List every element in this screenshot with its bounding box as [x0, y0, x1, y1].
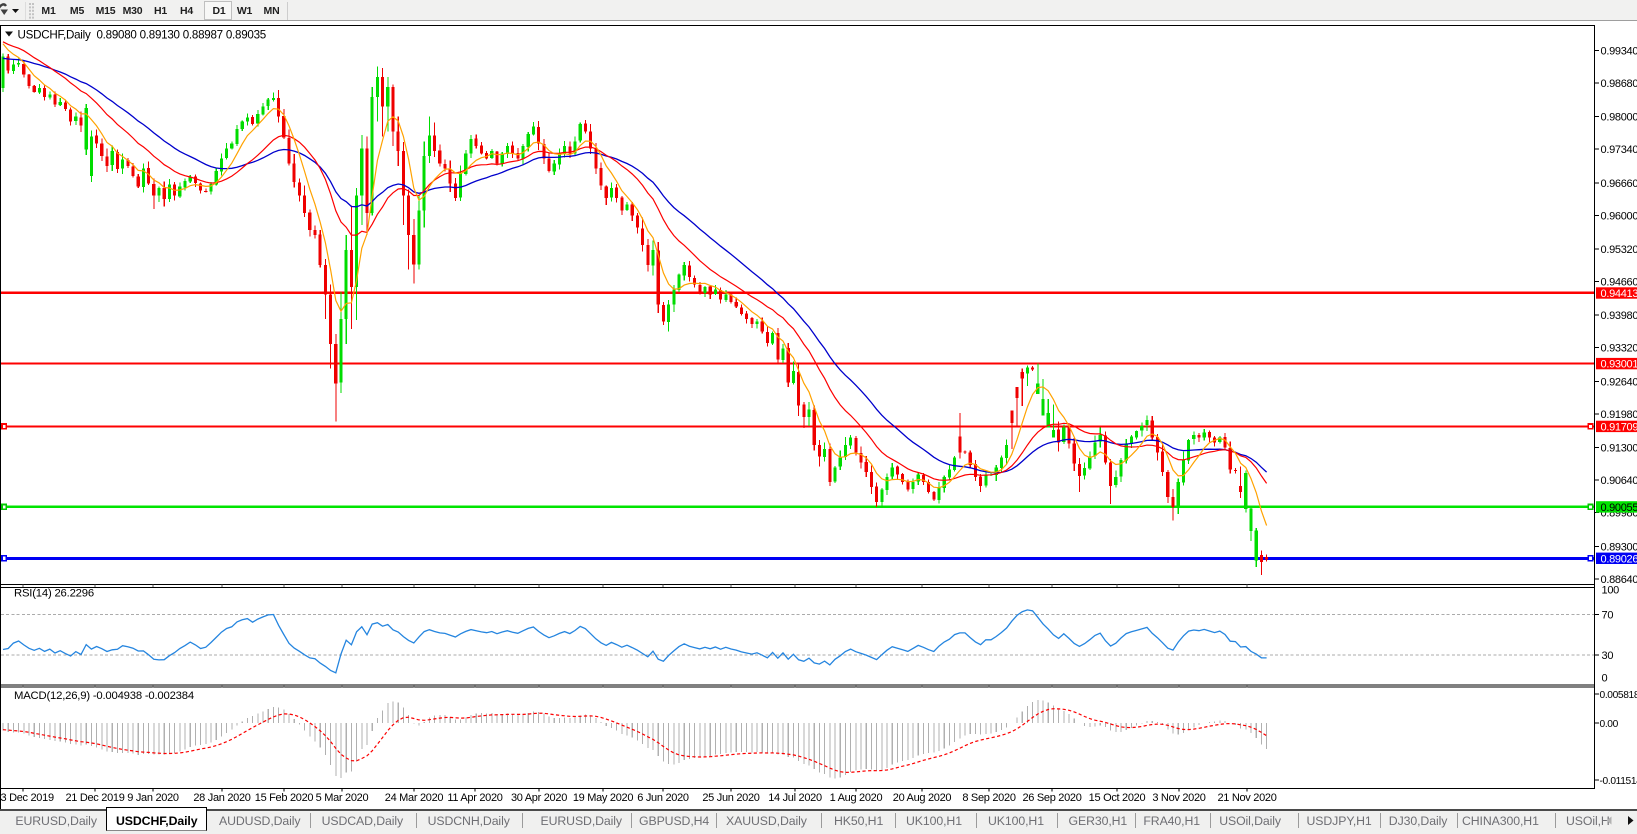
svg-text:0.005818: 0.005818: [1600, 690, 1637, 701]
svg-text:3 Nov 2020: 3 Nov 2020: [1152, 792, 1205, 804]
svg-text:0.90055: 0.90055: [1601, 502, 1637, 514]
svg-text:15 Oct 2020: 15 Oct 2020: [1089, 792, 1146, 804]
svg-text:0.94413: 0.94413: [1601, 288, 1637, 300]
svg-text:0.95320: 0.95320: [1601, 244, 1637, 256]
svg-text:0.00: 0.00: [1600, 719, 1619, 730]
svg-text:5 Mar 2020: 5 Mar 2020: [316, 792, 369, 804]
svg-text:0.98000: 0.98000: [1601, 112, 1637, 124]
svg-text:11 Apr 2020: 11 Apr 2020: [447, 792, 502, 804]
svg-text:6 Jun 2020: 6 Jun 2020: [637, 792, 689, 804]
svg-text:0.94660: 0.94660: [1601, 277, 1637, 289]
svg-text:0.91709: 0.91709: [1601, 421, 1637, 433]
svg-text:0.93001: 0.93001: [1601, 359, 1637, 371]
svg-text:30: 30: [1602, 650, 1614, 662]
svg-text:MACD(12,26,9) -0.004938 -0.002: MACD(12,26,9) -0.004938 -0.002384: [14, 690, 194, 702]
svg-text:0: 0: [1602, 673, 1608, 685]
svg-text:15 Feb 2020: 15 Feb 2020: [255, 792, 314, 804]
svg-text:USDCHF,Daily 0.89080 0.89130: USDCHF,Daily 0.89080 0.89130 0.88987 0.8…: [18, 29, 267, 42]
svg-text:0.88640: 0.88640: [1601, 574, 1637, 586]
svg-text:20 Aug 2020: 20 Aug 2020: [893, 792, 952, 804]
svg-text:28 Jan 2020: 28 Jan 2020: [193, 792, 250, 804]
svg-text:0.99340: 0.99340: [1601, 45, 1637, 57]
svg-text:21 Dec 2019: 21 Dec 2019: [65, 792, 124, 804]
svg-text:0.97340: 0.97340: [1601, 144, 1637, 156]
svg-text:0.91980: 0.91980: [1601, 409, 1637, 421]
svg-text:100: 100: [1602, 585, 1620, 597]
svg-text:0.96660: 0.96660: [1601, 178, 1637, 190]
svg-text:24 Mar 2020: 24 Mar 2020: [385, 792, 444, 804]
svg-text:0.93980: 0.93980: [1601, 310, 1637, 322]
svg-text:30 Apr 2020: 30 Apr 2020: [511, 792, 567, 804]
svg-text:14 Jul 2020: 14 Jul 2020: [768, 792, 822, 804]
svg-text:0.90640: 0.90640: [1601, 475, 1637, 487]
svg-text:-0.011514: -0.011514: [1600, 776, 1637, 787]
svg-text:3 Dec 2019: 3 Dec 2019: [1, 792, 54, 804]
svg-text:9 Jan 2020: 9 Jan 2020: [127, 792, 179, 804]
svg-text:0.89300: 0.89300: [1601, 541, 1637, 553]
svg-text:1 Aug 2020: 1 Aug 2020: [830, 792, 883, 804]
svg-text:0.93320: 0.93320: [1601, 343, 1637, 355]
svg-text:RSI(14) 26.2296: RSI(14) 26.2296: [14, 588, 94, 600]
svg-text:0.96000: 0.96000: [1601, 210, 1637, 222]
svg-text:0.91300: 0.91300: [1601, 443, 1637, 455]
svg-text:25 Jun 2020: 25 Jun 2020: [702, 792, 759, 804]
svg-text:0.98680: 0.98680: [1601, 78, 1637, 90]
svg-text:0.89026: 0.89026: [1601, 553, 1637, 565]
svg-text:0.92640: 0.92640: [1601, 376, 1637, 388]
svg-text:26 Sep 2020: 26 Sep 2020: [1022, 792, 1081, 804]
svg-text:8 Sep 2020: 8 Sep 2020: [962, 792, 1015, 804]
svg-text:70: 70: [1602, 609, 1614, 621]
svg-text:19 May 2020: 19 May 2020: [573, 792, 633, 804]
svg-text:21 Nov 2020: 21 Nov 2020: [1217, 792, 1276, 804]
